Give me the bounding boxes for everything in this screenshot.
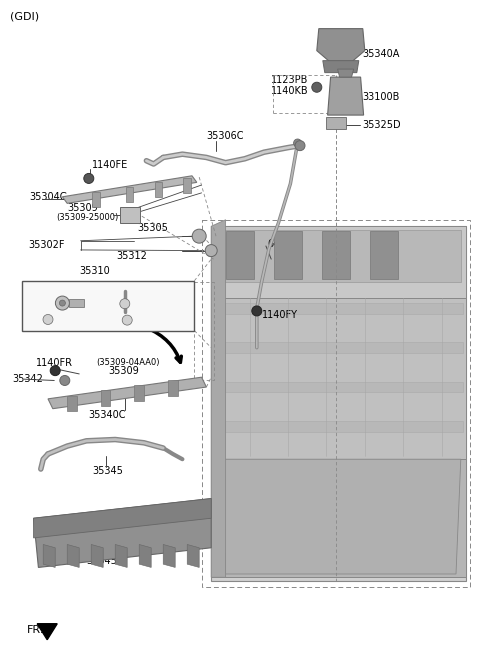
Polygon shape: [187, 544, 199, 567]
Text: 1140KB: 1140KB: [271, 85, 309, 96]
Polygon shape: [211, 298, 466, 459]
Text: 33100B: 33100B: [362, 92, 400, 102]
Circle shape: [312, 82, 322, 92]
Polygon shape: [214, 421, 463, 432]
Polygon shape: [43, 544, 55, 567]
Polygon shape: [92, 192, 100, 207]
Circle shape: [55, 296, 70, 310]
Polygon shape: [120, 207, 140, 223]
Polygon shape: [34, 499, 211, 538]
Text: 35312: 35312: [116, 251, 147, 261]
Circle shape: [84, 173, 94, 184]
Polygon shape: [214, 303, 463, 314]
Polygon shape: [67, 396, 77, 411]
Text: 35312H: 35312H: [110, 283, 146, 292]
Text: 35305: 35305: [137, 223, 168, 234]
Text: 35342: 35342: [12, 374, 43, 384]
Text: 35312J: 35312J: [26, 283, 58, 292]
Text: 35345A: 35345A: [86, 556, 124, 566]
Circle shape: [60, 300, 65, 306]
Circle shape: [252, 306, 262, 316]
Circle shape: [43, 314, 53, 325]
Polygon shape: [216, 230, 461, 282]
Circle shape: [60, 375, 70, 386]
Polygon shape: [62, 176, 197, 203]
Text: FR.: FR.: [26, 625, 44, 635]
Polygon shape: [337, 69, 354, 77]
FancyBboxPatch shape: [211, 226, 466, 581]
Polygon shape: [322, 231, 350, 279]
Text: 35340A: 35340A: [362, 49, 400, 59]
Text: (GDI): (GDI): [10, 11, 39, 22]
Circle shape: [294, 139, 301, 147]
Polygon shape: [168, 380, 178, 396]
Text: 1140FY: 1140FY: [262, 310, 298, 320]
Circle shape: [192, 229, 206, 243]
Polygon shape: [70, 299, 84, 307]
Circle shape: [122, 315, 132, 325]
Circle shape: [50, 365, 60, 376]
Polygon shape: [214, 342, 463, 353]
Polygon shape: [323, 60, 359, 73]
Polygon shape: [211, 226, 466, 298]
Polygon shape: [48, 377, 206, 409]
Bar: [202, 220, 470, 587]
Circle shape: [205, 245, 217, 256]
Text: 35306C: 35306C: [206, 131, 244, 142]
Polygon shape: [211, 459, 466, 577]
Text: 35309: 35309: [67, 203, 98, 213]
Text: 35325D: 35325D: [362, 119, 401, 130]
Text: (35309-04AA0): (35309-04AA0): [96, 358, 159, 367]
Text: 1140FE: 1140FE: [92, 160, 129, 171]
Polygon shape: [211, 220, 226, 577]
Polygon shape: [370, 231, 398, 279]
Polygon shape: [163, 544, 175, 567]
Text: 35302F: 35302F: [28, 240, 64, 251]
Text: 35312A: 35312A: [25, 322, 60, 331]
Circle shape: [120, 298, 130, 309]
Polygon shape: [214, 382, 463, 392]
Bar: [22, 281, 194, 331]
Text: 35304G: 35304G: [30, 192, 68, 202]
Polygon shape: [155, 182, 162, 197]
Bar: [194, 282, 214, 380]
Polygon shape: [37, 624, 57, 640]
Bar: [326, 117, 346, 129]
Text: 35310: 35310: [79, 266, 110, 276]
Polygon shape: [67, 544, 79, 567]
Text: 1140FR: 1140FR: [36, 358, 73, 368]
Polygon shape: [34, 499, 211, 567]
Polygon shape: [115, 544, 127, 567]
Text: 1123PB: 1123PB: [271, 75, 309, 85]
Text: (35309-25000): (35309-25000): [57, 213, 119, 222]
Text: 35345: 35345: [92, 466, 123, 476]
Polygon shape: [226, 231, 254, 279]
Polygon shape: [101, 390, 110, 406]
Text: 64310: 64310: [267, 239, 298, 249]
Text: 33815E: 33815E: [105, 322, 139, 331]
Polygon shape: [126, 187, 133, 202]
Polygon shape: [317, 29, 365, 62]
Polygon shape: [91, 544, 103, 567]
Polygon shape: [183, 178, 191, 193]
Polygon shape: [139, 544, 151, 567]
Circle shape: [295, 140, 305, 151]
Polygon shape: [274, 231, 302, 279]
Polygon shape: [221, 459, 461, 574]
Text: 35309: 35309: [108, 365, 139, 376]
Polygon shape: [134, 385, 144, 401]
Text: 35340C: 35340C: [89, 409, 126, 420]
Polygon shape: [327, 77, 364, 115]
